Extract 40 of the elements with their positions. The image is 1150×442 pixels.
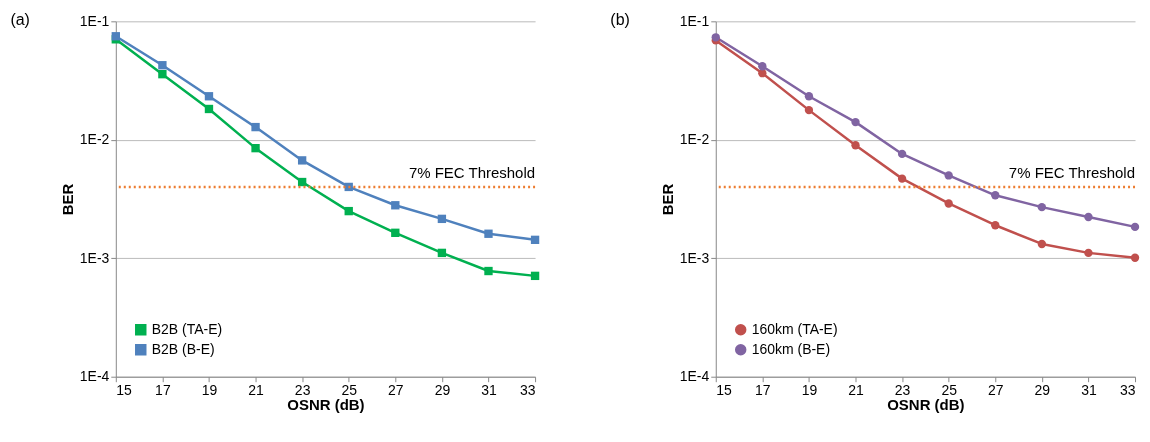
- y-tick-label: 1E-2: [679, 131, 710, 148]
- ref-line-label: 7% FEC Threshold: [1008, 163, 1136, 181]
- x-tick-label: 25: [341, 382, 358, 399]
- x-tick-label: 29: [434, 382, 451, 399]
- x-tick-label: 31: [481, 382, 497, 399]
- x-tick-label: 29: [1034, 382, 1051, 399]
- y-axis-title: BER: [58, 183, 76, 216]
- x-tick-label: 17: [155, 382, 171, 399]
- x-tick-label: 19: [201, 382, 218, 399]
- y-tick-label: 1E-3: [679, 249, 710, 266]
- y-tick-label: 1E-4: [79, 368, 110, 385]
- x-tick-label: 31: [1081, 382, 1097, 399]
- y-tick-label: 1E-2: [79, 131, 110, 148]
- x-tick-label: 21: [848, 382, 865, 399]
- x-tick-label: 19: [801, 382, 818, 399]
- x-tick-label: 27: [388, 382, 404, 399]
- chart-title: (a): [10, 11, 30, 29]
- y-tick-label: 1E-4: [679, 368, 710, 385]
- legend-label: 160km (TA-E): [751, 320, 838, 337]
- legend-label: 160km (B-E): [751, 340, 831, 357]
- x-tick-label: 25: [941, 382, 958, 399]
- y-tick-label: 1E-1: [79, 12, 110, 29]
- x-tick-label: 33: [1119, 382, 1136, 399]
- y-tick-label: 1E-3: [79, 249, 110, 266]
- x-tick-label: 23: [894, 382, 911, 399]
- x-tick-label: 23: [294, 382, 311, 399]
- x-axis-title: OSNR (dB): [287, 396, 365, 414]
- legend-label: B2B (TA-E): [151, 320, 223, 337]
- ref-line-label: 7% FEC Threshold: [408, 163, 536, 181]
- y-tick-label: 1E-1: [679, 12, 710, 29]
- y-axis-title: BER: [658, 183, 676, 216]
- x-tick-label: 15: [116, 382, 133, 399]
- x-tick-label: 15: [716, 382, 733, 399]
- x-tick-label: 21: [248, 382, 265, 399]
- chart-title: (b): [610, 11, 630, 29]
- x-tick-label: 33: [520, 382, 536, 399]
- legend-label: B2B (B-E): [151, 340, 215, 357]
- x-tick-label: 27: [987, 382, 1004, 399]
- x-tick-label: 17: [755, 382, 771, 399]
- x-axis-title: OSNR (dB): [887, 396, 965, 414]
